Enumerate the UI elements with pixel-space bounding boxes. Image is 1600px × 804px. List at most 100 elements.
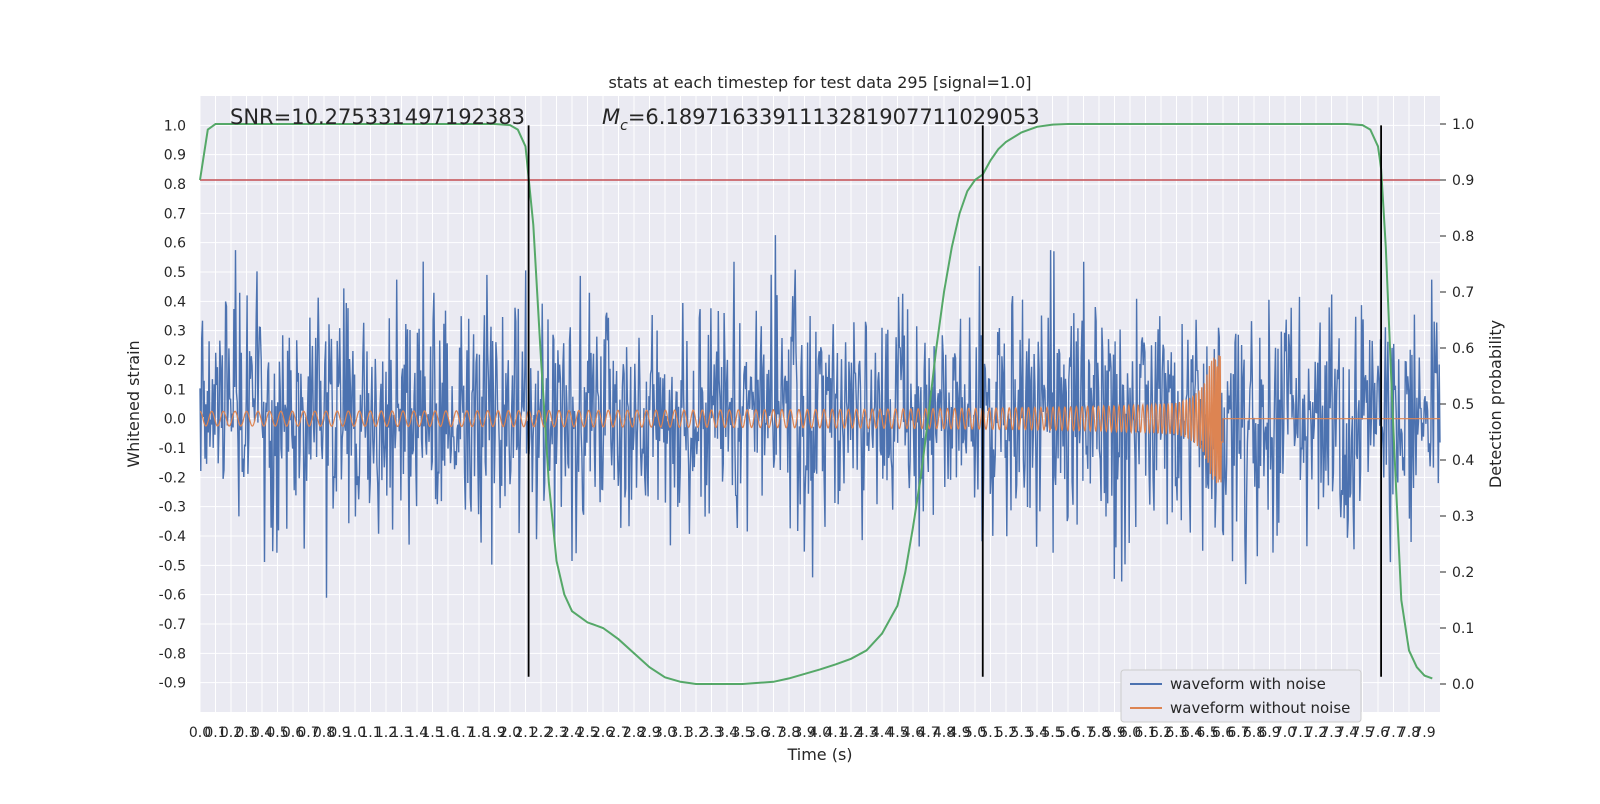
y2-tick-label: 1.0 xyxy=(1452,117,1474,133)
chirp-mass-value: =6.1897163391113281907711029053 xyxy=(628,105,1040,129)
x-tick-label: 2.9 xyxy=(638,725,660,741)
x-tick-label: 0.8 xyxy=(313,725,335,741)
y-tick-label: -0.4 xyxy=(159,529,186,545)
y-tick-label: 0.8 xyxy=(164,177,186,193)
y-tick-label: 0.5 xyxy=(164,265,186,281)
y-tick-label: -0.9 xyxy=(159,676,186,692)
x-tick-label: 5.8 xyxy=(1088,725,1110,741)
chart-title: stats at each timestep for test data 295… xyxy=(608,73,1031,92)
x-tick-label: 1.2 xyxy=(375,725,397,741)
y-tick-label: 0.9 xyxy=(164,148,186,164)
series-detection-probability xyxy=(199,123,1433,685)
y2-tick-label: 0.7 xyxy=(1452,285,1474,301)
x-tick-label: 6.7 xyxy=(1227,725,1249,741)
chirp-mass-symbol: M xyxy=(602,105,620,129)
x-tick-label: 0.2 xyxy=(220,725,242,741)
x-tick-label: 1.5 xyxy=(421,725,443,741)
y-tick-label: 0.3 xyxy=(164,324,186,340)
x-tick-label: 6.3 xyxy=(1165,725,1187,741)
x-tick-labels: 0.00.10.20.30.40.50.60.70.80.91.01.11.21… xyxy=(189,725,1436,741)
y-tick-label: 0.7 xyxy=(164,206,186,222)
x-tick-label: 2.5 xyxy=(576,725,598,741)
x-tick-label: 5.9 xyxy=(1103,725,1125,741)
legend: waveform with noise waveform without noi… xyxy=(1120,669,1362,723)
x-tick-label: 2.8 xyxy=(623,725,645,741)
y-tick-label: 1.0 xyxy=(164,118,186,134)
x-tick-label: 1.8 xyxy=(468,725,490,741)
y2-tick-label: 0.0 xyxy=(1452,677,1474,693)
probability-line xyxy=(199,123,1433,685)
x-tick-label: 7.2 xyxy=(1305,725,1327,741)
x-tick-label: 0.3 xyxy=(235,725,257,741)
x-tick-label: 3.0 xyxy=(654,725,676,741)
y-tick-label: 0.2 xyxy=(164,353,186,369)
x-tick-label: 6.0 xyxy=(1119,725,1141,741)
clean-line xyxy=(199,355,1440,484)
x-tick-label: 3.6 xyxy=(747,725,769,741)
x-tick-label: 5.0 xyxy=(964,725,986,741)
x-tick-label: 7.7 xyxy=(1382,725,1404,741)
x-tick-label: 6.5 xyxy=(1196,725,1218,741)
x-tick-label: 3.4 xyxy=(716,725,738,741)
x-tick-label: 2.2 xyxy=(530,725,552,741)
series-waveform-with-noise xyxy=(199,235,1441,598)
x-tick-label: 2.6 xyxy=(592,725,614,741)
x-tick-label: 6.6 xyxy=(1212,725,1234,741)
x-tick-label: 4.8 xyxy=(933,725,955,741)
x-tick-label: 7.1 xyxy=(1289,725,1311,741)
y-tick-label: 0.6 xyxy=(164,236,186,252)
x-tick-label: 1.7 xyxy=(452,725,474,741)
x-tick-label: 6.1 xyxy=(1134,725,1156,741)
y-tick-label: -0.5 xyxy=(159,558,186,574)
y2-tick-labels: 1.0 0.9 0.8 0.7 0.6 0.5 0.4 0.3 0.2 0.1 0.0 xyxy=(1440,117,1474,693)
x-tick-label: 2.0 xyxy=(499,725,521,741)
chirp-mass-annotation: Mc=6.1897163391113281907711029053 xyxy=(602,105,1040,134)
x-tick-label: 7.3 xyxy=(1320,725,1342,741)
x-tick-label: 4.7 xyxy=(917,725,939,741)
x-tick-label: 4.5 xyxy=(886,725,908,741)
y-tick-label: -0.6 xyxy=(159,588,186,604)
x-tick-label: 7.5 xyxy=(1351,725,1373,741)
x-tick-label: 3.9 xyxy=(793,725,815,741)
y2-tick-label: 0.9 xyxy=(1452,173,1474,189)
x-tick-label: 4.6 xyxy=(902,725,924,741)
x-tick-label: 1.4 xyxy=(406,725,428,741)
y2-tick-label: 0.3 xyxy=(1452,509,1474,525)
x-tick-label: 4.9 xyxy=(948,725,970,741)
x-tick-label: 0.7 xyxy=(297,725,319,741)
chirp-mass-subscript: c xyxy=(620,118,628,134)
x-tick-label: 3.2 xyxy=(685,725,707,741)
x-tick-label: 5.5 xyxy=(1041,725,1063,741)
legend-label-noise: waveform with noise xyxy=(1170,675,1326,693)
x-tick-label: 5.1 xyxy=(979,725,1001,741)
series-waveform-without-noise xyxy=(199,355,1440,484)
x-tick-label: 0.0 xyxy=(189,725,211,741)
x-tick-label: 2.1 xyxy=(514,725,536,741)
x-tick-label: 3.1 xyxy=(669,725,691,741)
y-tick-label: -0.3 xyxy=(159,500,186,516)
legend-box xyxy=(1120,669,1362,723)
x-tick-label: 7.8 xyxy=(1398,725,1420,741)
y-tick-label: 0.0 xyxy=(164,412,186,428)
x-tick-label: 0.6 xyxy=(282,725,304,741)
y-tick-label: -0.7 xyxy=(159,617,186,633)
x-axis-label: Time (s) xyxy=(786,745,852,764)
x-tick-label: 4.1 xyxy=(824,725,846,741)
y-tick-label: -0.8 xyxy=(159,646,186,662)
x-tick-label: 7.4 xyxy=(1336,725,1358,741)
x-tick-label: 2.3 xyxy=(545,725,567,741)
x-tick-label: 4.0 xyxy=(809,725,831,741)
x-tick-label: 0.9 xyxy=(328,725,350,741)
x-tick-label: 3.3 xyxy=(700,725,722,741)
noise-line xyxy=(199,235,1441,598)
y2-axis-label: Detection probability xyxy=(1486,320,1505,488)
y2-tick-label: 0.5 xyxy=(1452,397,1474,413)
x-tick-label: 1.3 xyxy=(390,725,412,741)
y-tick-label: -0.1 xyxy=(159,441,186,457)
y2-tick-label: 0.6 xyxy=(1452,341,1474,357)
x-tick-label: 3.5 xyxy=(731,725,753,741)
x-tick-label: 0.4 xyxy=(251,725,273,741)
x-tick-label: 6.8 xyxy=(1243,725,1265,741)
x-tick-label: 5.4 xyxy=(1026,725,1048,741)
